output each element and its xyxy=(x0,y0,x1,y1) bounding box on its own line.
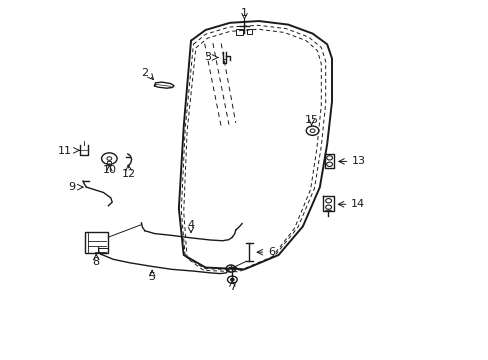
Text: 3: 3 xyxy=(204,53,211,63)
Text: 11: 11 xyxy=(58,146,72,156)
Text: 7: 7 xyxy=(228,282,235,292)
Text: 2: 2 xyxy=(141,68,148,78)
Text: 12: 12 xyxy=(122,168,136,179)
Text: 6: 6 xyxy=(267,247,274,257)
Text: 14: 14 xyxy=(350,199,364,209)
Circle shape xyxy=(230,278,234,281)
Text: 4: 4 xyxy=(187,220,194,230)
Text: 1: 1 xyxy=(241,8,247,18)
Text: 13: 13 xyxy=(351,157,365,166)
Text: 10: 10 xyxy=(102,165,116,175)
Text: 8: 8 xyxy=(92,257,100,267)
Text: 5: 5 xyxy=(148,272,155,282)
Text: 9: 9 xyxy=(68,182,75,192)
Text: 15: 15 xyxy=(304,115,318,125)
